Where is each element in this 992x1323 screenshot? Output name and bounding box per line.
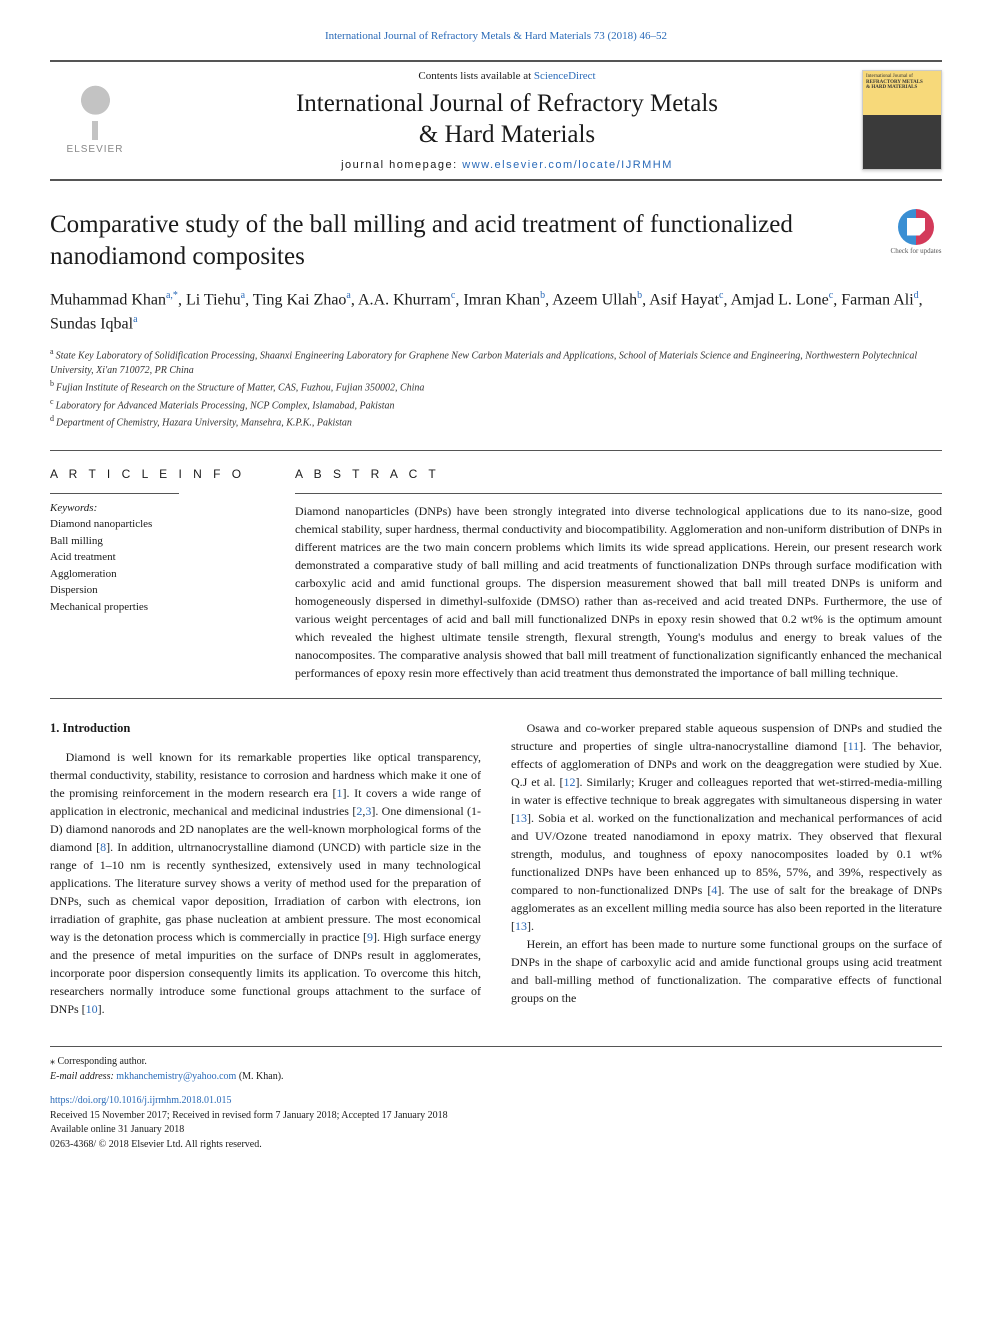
ref-13b-link[interactable]: 13 bbox=[515, 919, 527, 933]
journal-cover-thumbnail: International Journal of REFRACTORY META… bbox=[862, 70, 942, 170]
crossmark-icon bbox=[898, 209, 934, 245]
email-label: E-mail address: bbox=[50, 1071, 116, 1082]
keyword-item: Diamond nanoparticles bbox=[50, 516, 265, 533]
divider-top bbox=[50, 450, 942, 451]
intro-para-2: Osawa and co-worker prepared stable aque… bbox=[511, 719, 942, 935]
keyword-item: Mechanical properties bbox=[50, 599, 265, 616]
email-line: E-mail address: mkhanchemistry@yahoo.com… bbox=[50, 1070, 942, 1085]
homepage-prefix: journal homepage: bbox=[341, 159, 462, 171]
email-suffix: (M. Khan). bbox=[236, 1071, 283, 1082]
intro-para-1: Diamond is well known for its remarkable… bbox=[50, 748, 481, 1018]
authors-line: Muhammad Khana,*, Li Tiehua, Ting Kai Zh… bbox=[50, 288, 942, 337]
journal-title: International Journal of Refractory Meta… bbox=[152, 88, 862, 151]
copyright-line: 0263-4368/ © 2018 Elsevier Ltd. All righ… bbox=[50, 1138, 942, 1153]
contents-line: Contents lists available at ScienceDirec… bbox=[152, 70, 862, 82]
check-updates-label: Check for updates bbox=[891, 247, 942, 255]
info-divider bbox=[50, 493, 179, 494]
keyword-item: Ball milling bbox=[50, 533, 265, 550]
keywords-label: Keywords: bbox=[50, 502, 265, 514]
abstract-text: Diamond nanoparticles (DNPs) have been s… bbox=[295, 502, 942, 682]
keyword-item: Agglomeration bbox=[50, 566, 265, 583]
affiliations-block: aState Key Laboratory of Solidification … bbox=[50, 346, 942, 430]
divider-bottom bbox=[50, 698, 942, 699]
contents-prefix: Contents lists available at bbox=[418, 70, 533, 82]
abstract-divider bbox=[295, 493, 942, 494]
received-line: Received 15 November 2017; Received in r… bbox=[50, 1109, 942, 1124]
journal-title-line1: International Journal of Refractory Meta… bbox=[296, 90, 718, 117]
abstract-heading: A B S T R A C T bbox=[295, 467, 942, 481]
sciencedirect-link[interactable]: ScienceDirect bbox=[534, 70, 596, 82]
journal-reference: International Journal of Refractory Meta… bbox=[50, 30, 942, 42]
article-info-heading: A R T I C L E I N F O bbox=[50, 467, 265, 481]
publisher-logo: ELSEVIER bbox=[50, 75, 140, 165]
intro-para-3: Herein, an effort has been made to nurtu… bbox=[511, 935, 942, 1007]
keyword-item: Acid treatment bbox=[50, 549, 265, 566]
journal-ref-link[interactable]: International Journal of Refractory Meta… bbox=[325, 30, 667, 42]
journal-header: ELSEVIER Contents lists available at Sci… bbox=[50, 60, 942, 181]
elsevier-tree-icon bbox=[68, 85, 123, 140]
journal-title-line2: & Hard Materials bbox=[419, 121, 595, 148]
ref-13-link[interactable]: 13 bbox=[515, 811, 527, 825]
doi-link[interactable]: https://doi.org/10.1016/j.ijrmhm.2018.01… bbox=[50, 1095, 232, 1106]
email-link[interactable]: mkhanchemistry@yahoo.com bbox=[116, 1071, 236, 1082]
keywords-list: Diamond nanoparticlesBall millingAcid tr… bbox=[50, 516, 265, 615]
ref-11-link[interactable]: 11 bbox=[848, 739, 860, 753]
available-line: Available online 31 January 2018 bbox=[50, 1123, 942, 1138]
corresponding-author: ⁎ Corresponding author. bbox=[50, 1055, 942, 1070]
cover-text-3: & HARD MATERIALS bbox=[866, 85, 938, 91]
journal-homepage-line: journal homepage: www.elsevier.com/locat… bbox=[152, 159, 862, 171]
footer-block: ⁎ Corresponding author. E-mail address: … bbox=[50, 1046, 942, 1152]
ref-2-link[interactable]: 2 bbox=[356, 804, 362, 818]
section-1-heading: 1. Introduction bbox=[50, 719, 481, 738]
article-title: Comparative study of the ball milling an… bbox=[50, 209, 942, 274]
keyword-item: Dispersion bbox=[50, 582, 265, 599]
ref-10-link[interactable]: 10 bbox=[86, 1002, 98, 1016]
check-for-updates-badge[interactable]: Check for updates bbox=[890, 209, 942, 255]
journal-homepage-link[interactable]: www.elsevier.com/locate/IJRMHM bbox=[462, 159, 673, 171]
ref-12-link[interactable]: 12 bbox=[564, 775, 576, 789]
publisher-name: ELSEVIER bbox=[67, 144, 124, 155]
body-text: 1. Introduction Diamond is well known fo… bbox=[50, 719, 942, 1018]
